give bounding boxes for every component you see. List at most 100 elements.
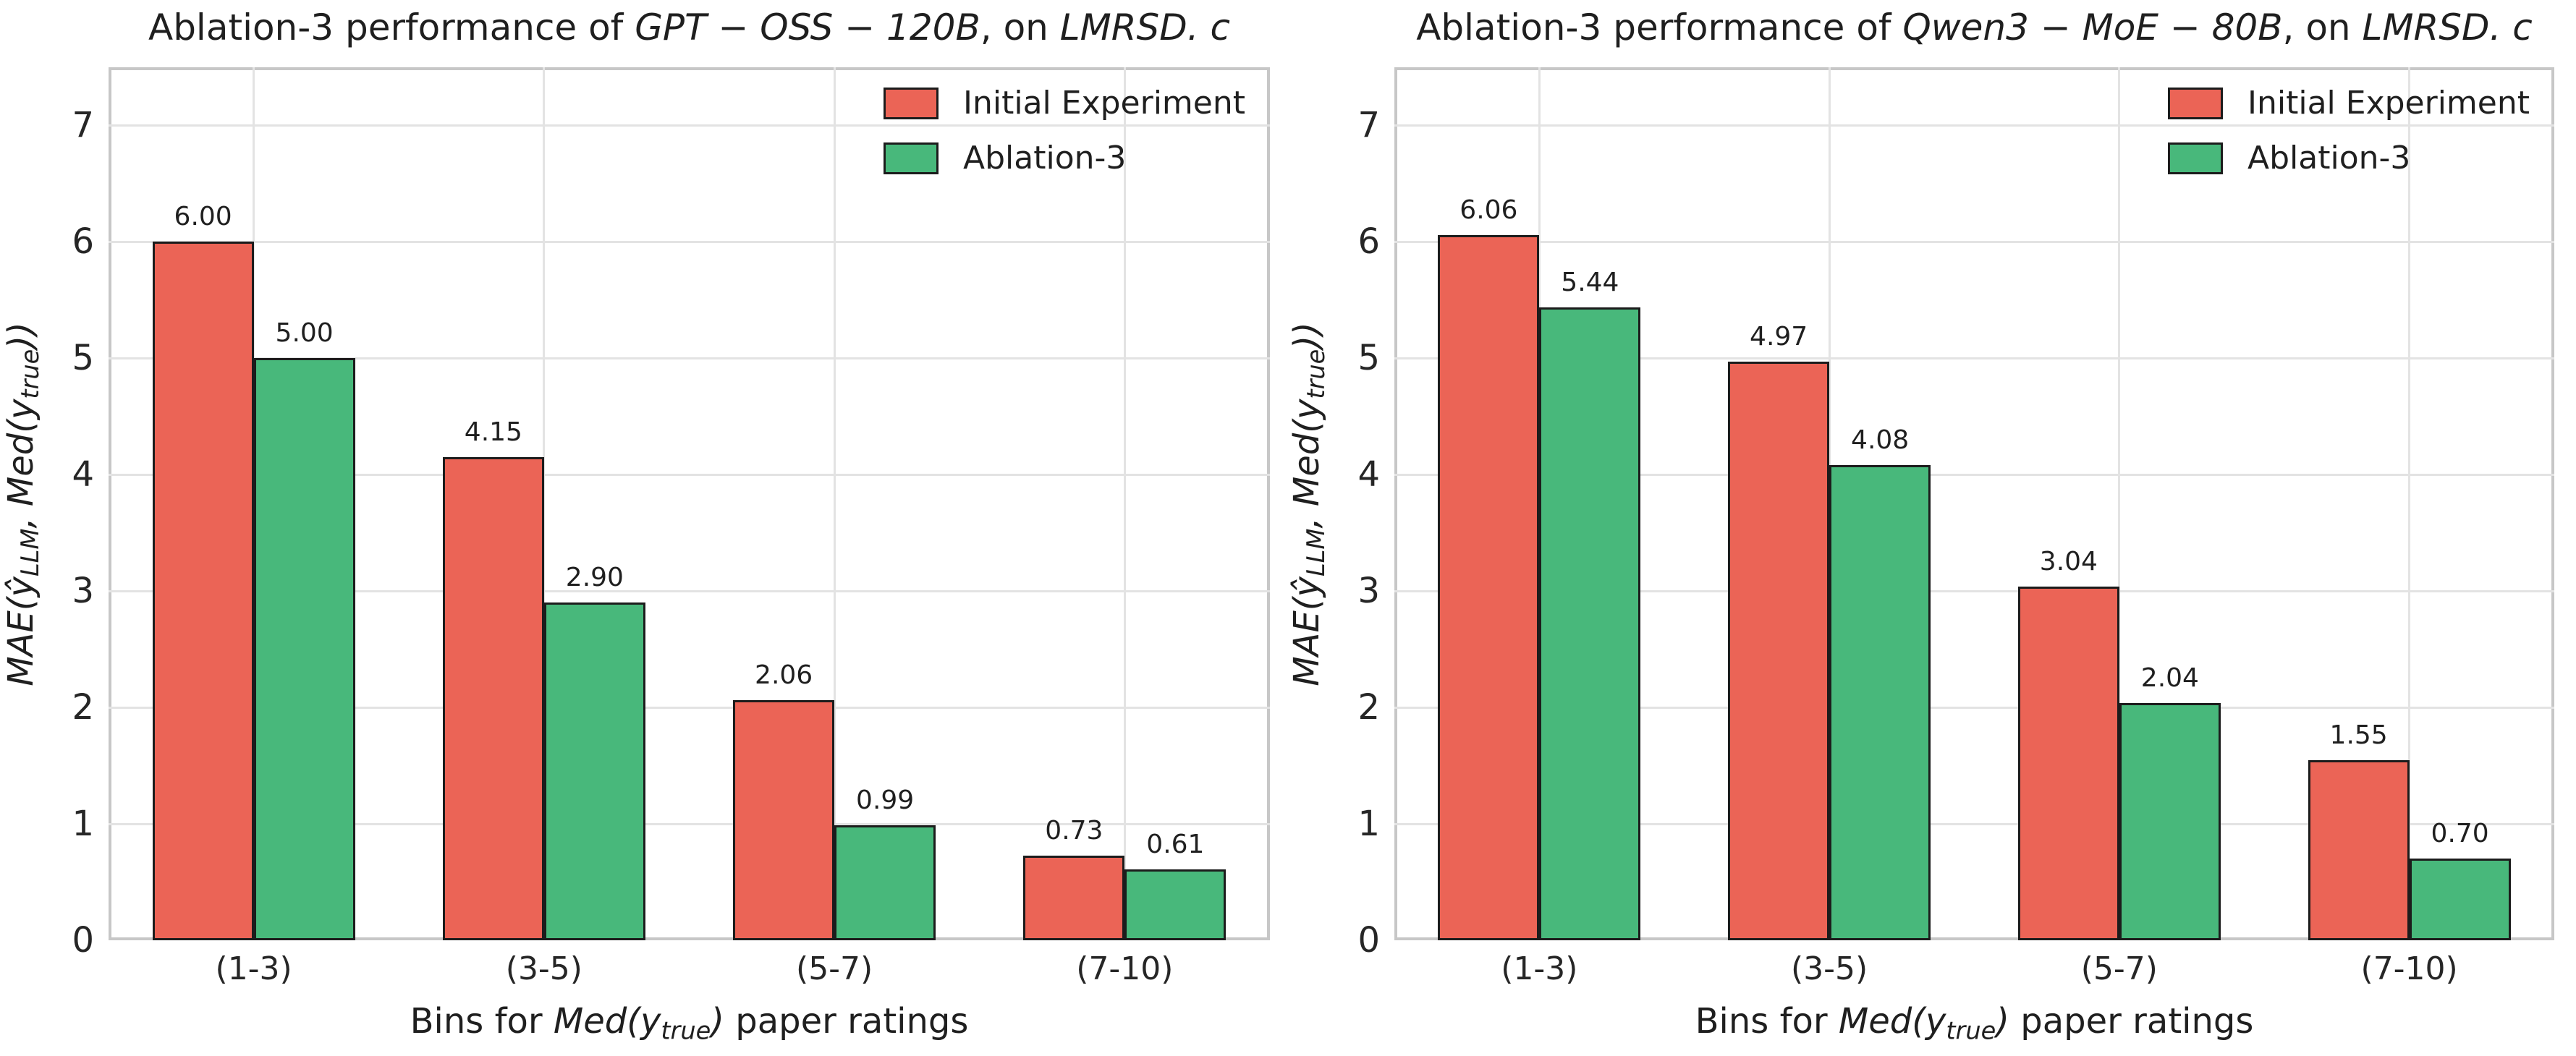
text-segment: , Med(y (1286, 399, 1327, 529)
x-tick-label: (1-3) (1501, 950, 1578, 987)
legend-label: Ablation-3 (2247, 140, 2411, 176)
text-segment: Med(y (1838, 1001, 1946, 1042)
text-segment: LMRSD. c (1059, 7, 1231, 48)
bar-value-label: 4.08 (1851, 425, 1910, 456)
x-axis-label: Bins for Med(ytrue) paper ratings (410, 1002, 969, 1044)
y-tick-label: 7 (72, 105, 94, 146)
y-axis-label: MAE(ŷLLM, Med(ytrue)) (1286, 321, 1331, 686)
x-tick-label: (1-3) (215, 950, 292, 987)
text-segment: Ablation-3 performance of (1416, 7, 1903, 48)
bar-ablation-(3-5) (1829, 465, 1931, 940)
gridline (543, 67, 546, 940)
bar-value-label: 2.04 (2140, 663, 2199, 693)
y-tick-label: 6 (1357, 221, 1380, 263)
gridline (1394, 589, 2554, 592)
bar-initial-(7-10) (1023, 855, 1125, 940)
gridline (1394, 706, 2554, 709)
y-tick-label: 3 (1357, 571, 1380, 612)
bar-ablation-(1-3) (253, 358, 355, 940)
y-tick-label: 4 (1357, 454, 1380, 495)
text-segment: Qwen3 − MoE − 80B (1902, 7, 2283, 48)
gridline (109, 822, 1270, 825)
chart-title: Ablation-3 performance of GPT − OSS − 12… (148, 7, 1230, 49)
bar-value-label: 4.15 (464, 417, 522, 448)
y-tick-label: 5 (72, 338, 94, 379)
text-segment: paper ratings (2009, 1001, 2254, 1042)
text-segment: Med(y (553, 1001, 661, 1042)
bar-initial-(5-7) (733, 700, 835, 940)
bar-ablation-(1-3) (1539, 307, 1641, 940)
text-segment: )) (1286, 321, 1327, 349)
text-segment: LLM (1302, 528, 1331, 576)
text-segment: Ablation-3 performance of (148, 7, 635, 48)
bar-value-label: 3.04 (2039, 546, 2098, 576)
text-segment: MAE(ŷ (1286, 576, 1327, 686)
x-tick-label: (5-7) (796, 950, 873, 987)
y-tick-label: 0 (72, 920, 94, 961)
y-tick-label: 3 (72, 571, 94, 612)
text-segment: true (1946, 1016, 1996, 1045)
gridline (1394, 240, 2554, 243)
x-tick-label: (3-5) (1791, 950, 1868, 987)
bar-value-label: 0.99 (856, 785, 915, 815)
gridline (109, 240, 1270, 243)
legend-item-initial-experiment: Initial Experiment (2168, 88, 2530, 119)
text-segment: Bins for (1695, 1001, 1839, 1042)
text-segment: Bins for (410, 1001, 554, 1042)
bar-initial-(1-3) (152, 242, 254, 940)
gridline (1394, 357, 2554, 359)
legend-label: Initial Experiment (963, 85, 1245, 122)
ablation-3-swatch-icon (2168, 142, 2224, 174)
legend-item-ablation-3: Ablation-3 (2168, 142, 2530, 174)
bar-ablation-(5-7) (2119, 702, 2221, 940)
text-segment: true (661, 1016, 711, 1045)
legend-label: Initial Experiment (2247, 85, 2530, 122)
bar-value-label: 2.06 (755, 660, 813, 691)
bar-ablation-(3-5) (543, 602, 645, 940)
initial-experiment-swatch-icon (884, 88, 939, 119)
bar-value-label: 1.55 (2329, 720, 2388, 750)
text-segment: LMRSD. c (2362, 7, 2533, 48)
gridline (109, 589, 1270, 592)
text-segment: ) (1996, 1001, 2010, 1042)
bar-ablation-(5-7) (834, 825, 936, 940)
legend-item-ablation-3: Ablation-3 (884, 142, 1245, 174)
y-tick-label: 4 (72, 454, 94, 495)
y-tick-label: 2 (1357, 687, 1380, 728)
text-segment: ) (711, 1001, 725, 1042)
bar-initial-(1-3) (1438, 234, 1540, 940)
bar-value-label: 0.61 (1146, 829, 1205, 859)
bar-value-label: 0.73 (1045, 815, 1103, 846)
gridline (1394, 822, 2554, 825)
y-tick-label: 1 (72, 804, 94, 845)
legend: Initial Experiment Ablation-3 (2168, 88, 2530, 174)
bar-value-label: 5.44 (1561, 267, 1619, 297)
bar-value-label: 5.00 (275, 318, 334, 349)
chart-title: Ablation-3 performance of Qwen3 − MoE − … (1416, 7, 2533, 49)
gridline (2118, 67, 2121, 940)
y-tick-label: 6 (72, 221, 94, 263)
x-tick-label: (5-7) (2080, 950, 2158, 987)
text-segment: GPT − OSS − 120B (635, 7, 980, 48)
bar-value-label: 2.90 (565, 563, 624, 593)
text-segment: paper ratings (724, 1001, 969, 1042)
bar-ablation-(7-10) (1124, 869, 1226, 940)
bar-value-label: 4.97 (1750, 322, 1808, 352)
bar-initial-(5-7) (2017, 586, 2119, 940)
ablation-3-swatch-icon (884, 142, 939, 174)
bar-initial-(3-5) (1728, 362, 1830, 940)
legend-item-initial-experiment: Initial Experiment (884, 88, 1245, 119)
initial-experiment-swatch-icon (2168, 88, 2224, 119)
bar-initial-(7-10) (2308, 759, 2410, 940)
gridline (109, 706, 1270, 709)
x-tick-label: (7-10) (2360, 950, 2458, 987)
y-tick-label: 1 (1357, 804, 1380, 845)
text-segment: , on (980, 7, 1060, 48)
text-segment: , on (2282, 7, 2363, 48)
y-tick-label: 0 (1357, 920, 1380, 961)
x-axis-label: Bins for Med(ytrue) paper ratings (1695, 1002, 2254, 1044)
x-tick-label: (7-10) (1076, 950, 1174, 987)
y-tick-label: 2 (72, 687, 94, 728)
